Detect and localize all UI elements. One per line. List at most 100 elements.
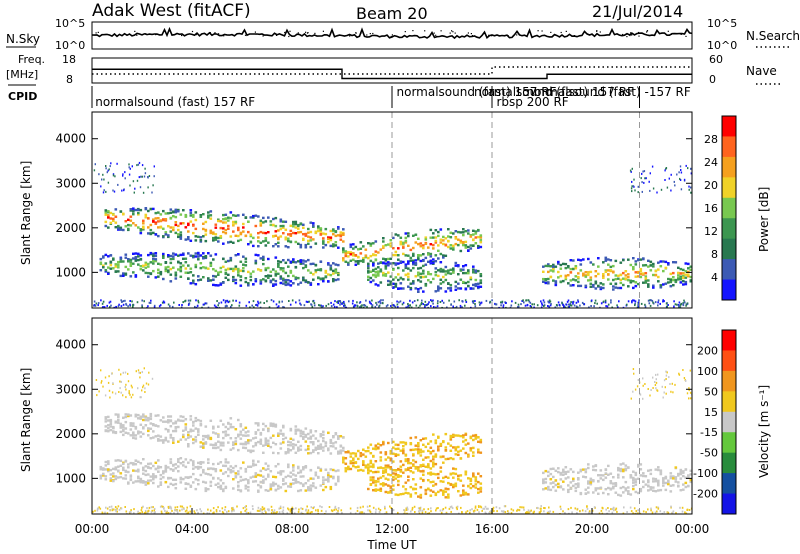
ground-cell (672, 510, 675, 513)
scatter-cell (249, 272, 253, 275)
speck-cell (128, 392, 130, 395)
scatter-cell (157, 234, 160, 238)
scatter-cell (662, 477, 665, 480)
scatter-cell (419, 280, 423, 283)
scatter-cell (369, 276, 373, 280)
ground-cell (617, 306, 619, 308)
scatter-cell (662, 479, 665, 482)
scatter-cell (224, 276, 228, 279)
scatter-cell (474, 230, 478, 233)
scatter-cell (389, 459, 393, 462)
speck-cell (111, 391, 114, 394)
ground-cell (317, 510, 319, 513)
scatter-cell (282, 470, 285, 473)
speck-cell (630, 187, 633, 190)
scatter-cell (397, 479, 400, 483)
scatter-cell (374, 484, 378, 487)
noise-panel: N.Sky 10^5 10^0 10^5 10^0 N.Search (6, 17, 800, 52)
scatter-cell (474, 476, 478, 479)
scatter-cell (312, 222, 315, 225)
ground-cell (435, 306, 437, 308)
speck-cell (641, 181, 643, 184)
ground-cell (530, 306, 533, 308)
scatter-cell (407, 260, 410, 263)
scatter-cell (334, 271, 338, 274)
scatter-cell (119, 426, 123, 429)
ground-cell (366, 305, 368, 308)
scatter-cell (164, 466, 168, 469)
ground-cell (548, 306, 550, 308)
speck-cell (680, 188, 683, 191)
scatter-cell (219, 461, 223, 464)
scatter-cell (307, 281, 310, 284)
speck-cell (632, 390, 634, 393)
scatter-cell (257, 483, 260, 487)
scatter-cell (334, 241, 338, 244)
ground-cell (630, 510, 633, 513)
scatter-cell (224, 458, 228, 461)
scatter-cell (214, 284, 218, 287)
scatter-cell (292, 469, 295, 472)
scatter-cell (222, 213, 225, 217)
ground-cell (529, 510, 531, 513)
scatter-cell (152, 481, 155, 485)
scatter-cell (659, 469, 663, 472)
scatter-cell (567, 274, 570, 277)
scatter-cell (149, 475, 153, 478)
scatter-cell (452, 446, 455, 449)
scatter-cell (309, 435, 313, 438)
scatter-cell (377, 470, 380, 474)
scatter-cell (132, 210, 135, 213)
scatter-cell (367, 262, 370, 265)
ground-cell (432, 302, 434, 305)
speck-cell (130, 384, 133, 387)
ground-cell (427, 303, 429, 306)
scatter-cell (127, 414, 130, 418)
scatter-cell (272, 217, 275, 221)
scatter-cell (169, 208, 173, 211)
scatter-cell (274, 465, 278, 468)
scatter-cell (199, 462, 203, 466)
scatter-cell (179, 234, 183, 237)
scatter-cell (584, 274, 588, 277)
scatter-cell (374, 250, 378, 253)
scatter-cell (259, 486, 263, 489)
scatter-cell (379, 476, 383, 479)
scatter-cell (617, 277, 620, 280)
ground-cell (153, 507, 156, 510)
scatter-cell (214, 442, 218, 445)
scatter-cell (194, 440, 198, 443)
scatter-cell (107, 415, 110, 419)
scatter-cell (292, 466, 295, 469)
scatter-cell (362, 260, 365, 263)
scatter-cell (132, 424, 135, 428)
scatter-cell (189, 484, 193, 487)
scatter-cell (447, 493, 450, 496)
scatter-cell (614, 491, 618, 494)
scatter-cell (397, 475, 400, 478)
scatter-cell (267, 428, 270, 431)
ground-cell (562, 510, 564, 513)
scatter-cell (197, 255, 200, 258)
ground-cell (437, 300, 439, 303)
scatter-cell (182, 429, 185, 432)
scatter-cell (182, 253, 185, 256)
scatter-cell (337, 477, 340, 481)
scatter-cell (194, 227, 198, 231)
ground-cell (270, 299, 273, 302)
scatter-cell (227, 224, 230, 228)
scatter-cell (467, 493, 470, 496)
scatter-cell (604, 256, 608, 259)
scatter-cell (369, 270, 373, 273)
scatter-cell (117, 227, 120, 230)
scatter-cell (287, 451, 290, 454)
scatter-cell (462, 447, 465, 450)
ground-cell (591, 509, 594, 512)
scatter-cell (317, 226, 320, 230)
scatter-cell (464, 443, 468, 446)
scatter-cell (637, 275, 640, 278)
ground-cell (128, 511, 131, 514)
scatter-cell (107, 469, 110, 473)
speck-cell (104, 376, 107, 379)
scatter-cell (252, 283, 255, 286)
